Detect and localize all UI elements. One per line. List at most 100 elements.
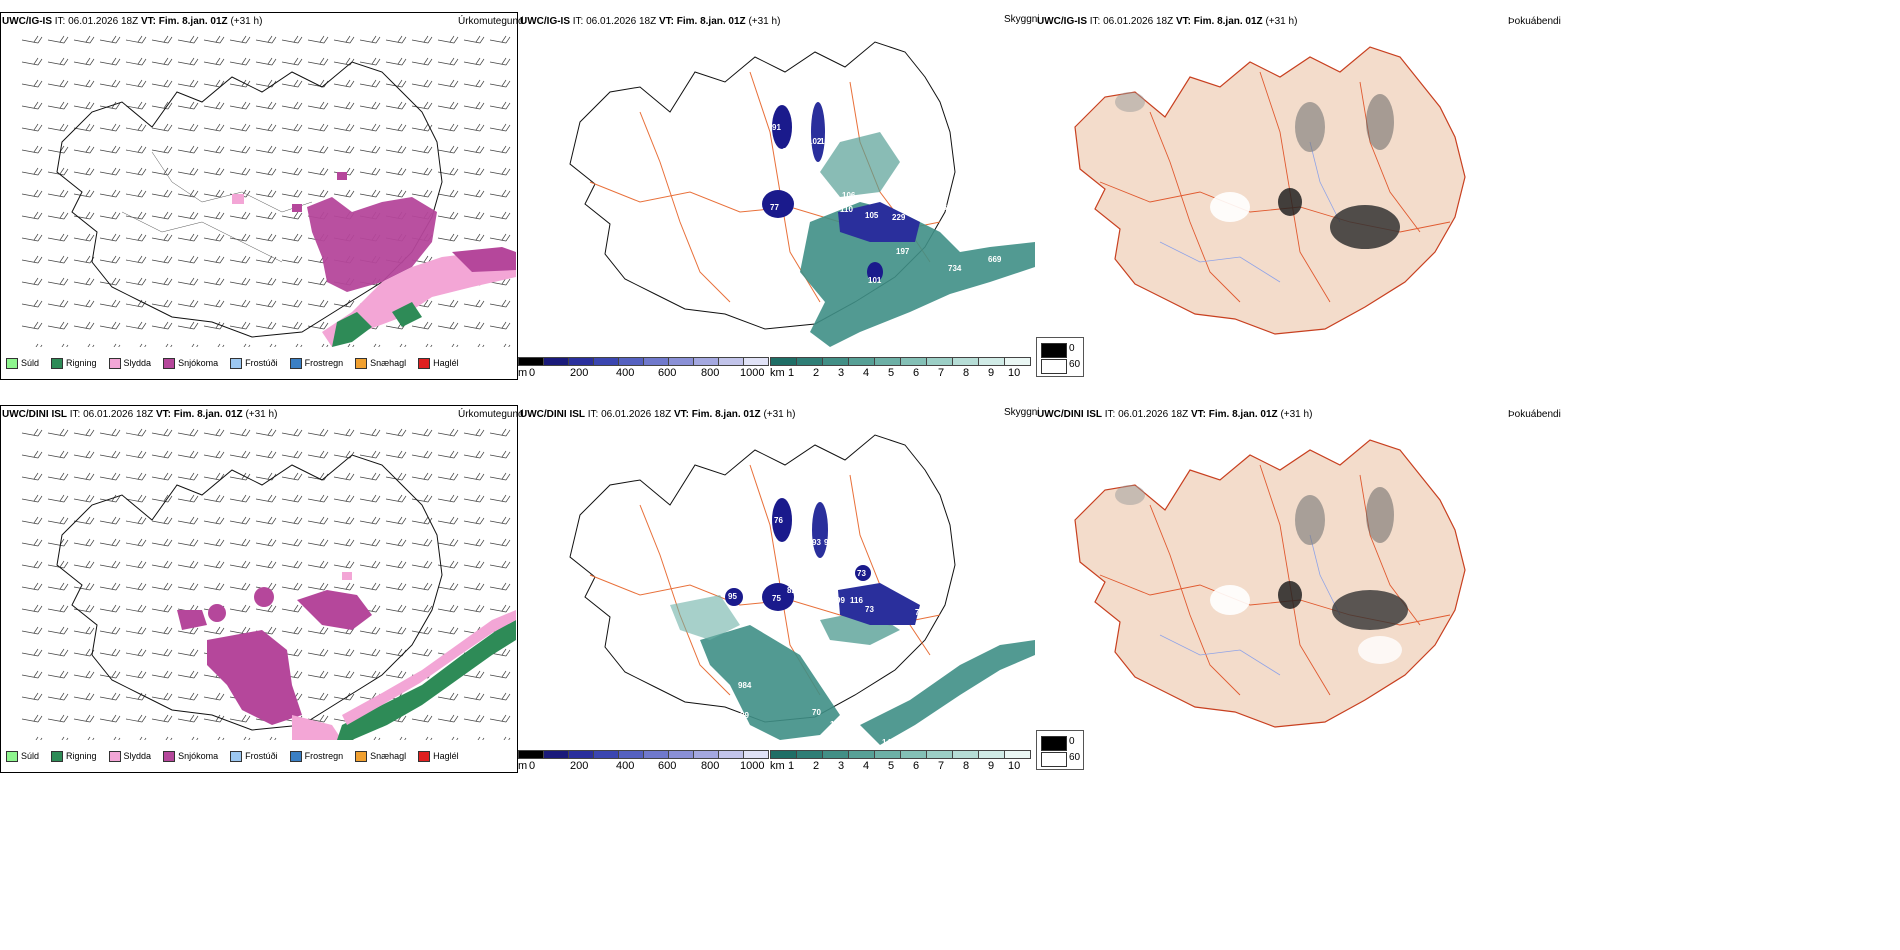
tick-label: 1000 xyxy=(740,760,765,772)
tick-label: 8 xyxy=(963,760,970,772)
panel-title: Skyggni xyxy=(1004,407,1040,418)
tick-label: 600 xyxy=(658,367,677,379)
wind-barb xyxy=(177,233,199,242)
wind-barb xyxy=(411,101,433,110)
map-label: 77 xyxy=(770,203,779,212)
map-label: 80 xyxy=(908,588,917,597)
wind-barb xyxy=(411,145,433,154)
wind-barb xyxy=(489,79,511,88)
wind-barb xyxy=(333,57,355,66)
colorbar-cell xyxy=(618,357,643,366)
unit-label: km xyxy=(770,760,785,772)
wind-barb xyxy=(229,582,251,591)
wind-barb xyxy=(203,516,225,525)
colorbar-cell xyxy=(796,357,822,366)
wind-barb xyxy=(281,428,303,437)
wind-barb xyxy=(229,35,251,44)
wind-barb xyxy=(333,472,355,481)
wind-barb xyxy=(359,516,381,525)
map-label: 186 xyxy=(938,203,952,212)
wind-barb xyxy=(255,35,277,44)
wind-barb xyxy=(73,79,95,88)
wind-barb xyxy=(21,277,43,286)
wind-barb xyxy=(73,538,95,547)
colorbar-cell xyxy=(568,750,593,759)
wind-barb xyxy=(99,167,121,176)
wind-barb xyxy=(411,189,433,198)
wind-barb xyxy=(463,714,485,723)
wind-barb xyxy=(177,321,199,330)
wind-barb xyxy=(385,560,407,569)
wind-barb xyxy=(489,472,511,481)
wind-barb xyxy=(47,604,69,613)
map-label: 142 xyxy=(816,598,830,607)
wind-barb xyxy=(203,123,225,132)
wind-barb xyxy=(463,582,485,591)
wind-barb xyxy=(177,277,199,286)
wind-barb xyxy=(99,560,121,569)
wind-barb xyxy=(47,560,69,569)
wind-barb xyxy=(229,428,251,437)
unit-label: m xyxy=(518,367,528,379)
wind-barb xyxy=(151,233,173,242)
wind-barb xyxy=(203,35,225,44)
tick-label: 8 xyxy=(963,367,970,379)
wind-barb xyxy=(21,604,43,613)
colorbar-cell xyxy=(796,750,822,759)
wind-barb xyxy=(411,167,433,176)
wind-barb xyxy=(359,472,381,481)
wind-barb xyxy=(255,299,277,308)
tick-label: 200 xyxy=(570,760,589,772)
wind-barb xyxy=(47,35,69,44)
wind-barb xyxy=(73,648,95,657)
map-label: 734 xyxy=(948,264,962,273)
wind-barb xyxy=(281,560,303,569)
tick-label: 1 xyxy=(788,760,795,772)
wind-barb xyxy=(489,670,511,679)
wind-barb xyxy=(411,35,433,44)
wind-barb xyxy=(47,714,69,723)
wind-barb xyxy=(489,516,511,525)
tick-label: 800 xyxy=(701,760,720,772)
wind-barb xyxy=(489,211,511,220)
wind-barb xyxy=(463,123,485,132)
wind-barb xyxy=(229,714,251,723)
wind-barb xyxy=(281,79,303,88)
wind-barb xyxy=(47,167,69,176)
wind-barb xyxy=(229,277,251,286)
wind-barb xyxy=(255,538,277,547)
wind-barb xyxy=(359,582,381,591)
legend-swatch xyxy=(108,358,121,370)
wind-barb xyxy=(489,189,511,198)
colorbar-cell xyxy=(978,750,1004,759)
colorbar-cell xyxy=(822,750,848,759)
wind-barb xyxy=(463,101,485,110)
wind-barb xyxy=(47,516,69,525)
wind-barb xyxy=(99,472,121,481)
wind-barb xyxy=(451,736,459,740)
wind-barb xyxy=(255,101,277,110)
wind-barb xyxy=(99,57,121,66)
wind-barb xyxy=(463,428,485,437)
wind-barb xyxy=(411,450,433,459)
wind-barb xyxy=(385,145,407,154)
wind-barb xyxy=(47,450,69,459)
legend-swatch xyxy=(355,358,368,370)
map-label: 76 xyxy=(774,516,783,525)
wind-barb xyxy=(463,145,485,154)
wind-barb xyxy=(437,714,459,723)
wind-barb xyxy=(73,560,95,569)
wind-barb xyxy=(125,79,147,88)
wind-barb xyxy=(463,189,485,198)
wind-barb xyxy=(125,670,147,679)
wind-barb xyxy=(99,277,121,286)
unit-label: km xyxy=(770,367,785,379)
wind-barb xyxy=(359,57,381,66)
wind-barb xyxy=(177,299,199,308)
wind-barb xyxy=(203,57,225,66)
colorbar-cell xyxy=(568,357,593,366)
tick-label: 9 xyxy=(988,367,995,379)
map-label: 984 xyxy=(738,681,752,690)
wind-barb xyxy=(333,670,355,679)
wind-barb xyxy=(489,167,511,176)
